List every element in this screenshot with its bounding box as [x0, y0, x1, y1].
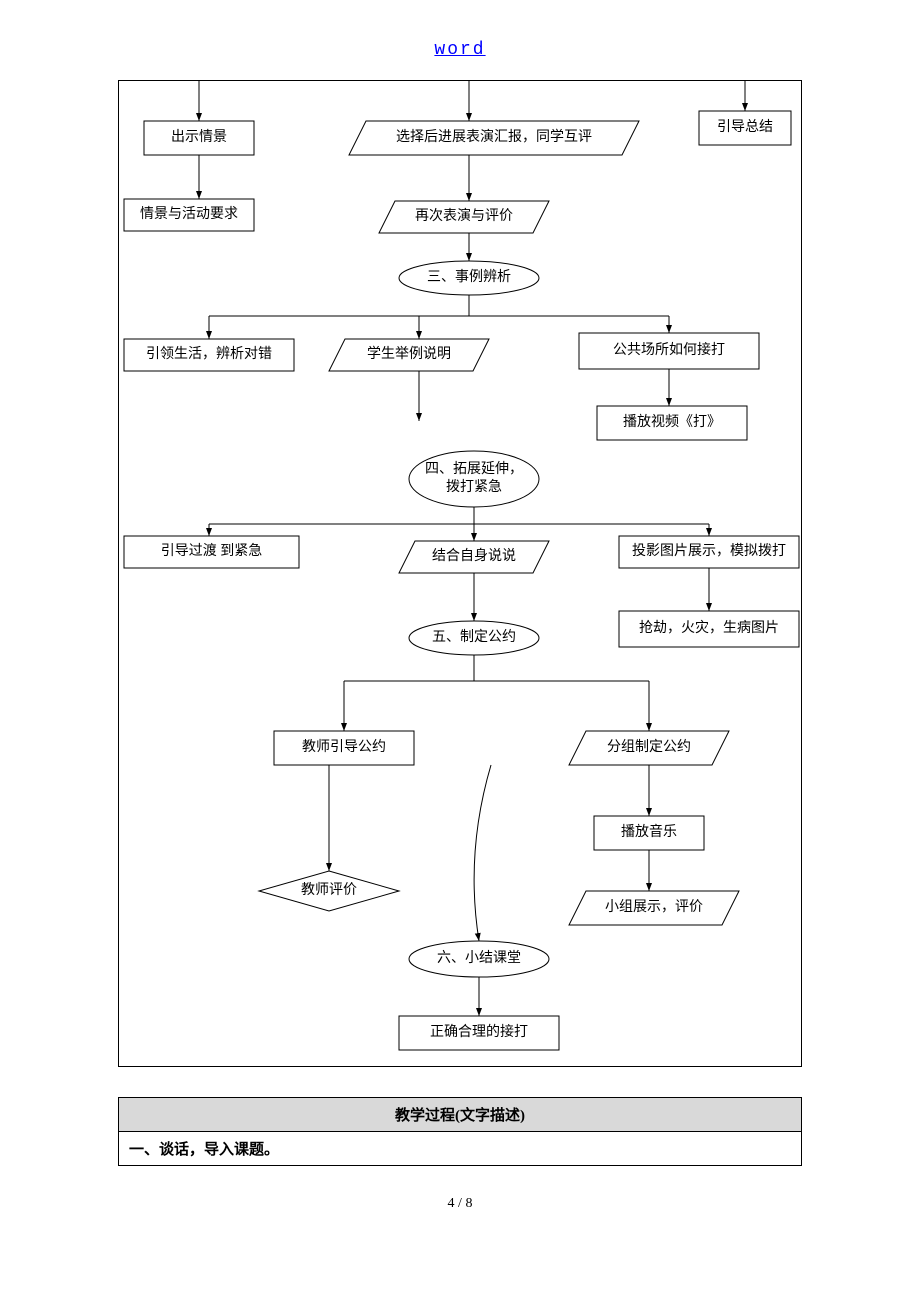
page-number: 4 / 8: [0, 1196, 920, 1212]
node-label: 三、事例辨析: [399, 261, 539, 295]
flowchart-container: 出示情景 选择后进展表演汇报，同学互评 引导总结情景与活动要求 再次表演与评价三、事例…: [118, 80, 802, 1067]
node-label: 正确合理的接打: [399, 1016, 559, 1050]
node-label: 结合自身说说: [399, 541, 549, 573]
node-label: 教师引导公约: [274, 731, 414, 765]
section-table: 教学过程(文字描述) 一、谈话，导入课题。: [118, 1097, 802, 1166]
node-label: 抢劫，火灾，生病图片: [619, 611, 799, 647]
header: word: [0, 0, 920, 70]
node-label: 小组展示，评价: [569, 891, 739, 925]
node-label: 公共场所如何接打: [579, 333, 759, 369]
table-body: 一、谈话，导入课题。: [119, 1132, 802, 1166]
node-label: 再次表演与评价: [379, 201, 549, 233]
node-label: 引导总结: [699, 111, 791, 145]
node-label: 教师评价: [259, 871, 399, 911]
node-label: 播放音乐: [594, 816, 704, 850]
node-label: 出示情景: [144, 121, 254, 155]
node-label: 学生举例说明: [329, 339, 489, 371]
node-label: 播放视频《打》: [597, 406, 747, 440]
node-label: 分组制定公约: [569, 731, 729, 765]
node-label: 选择后进展表演汇报，同学互评: [349, 121, 639, 155]
node-label: 五、制定公约: [409, 621, 539, 655]
node-label: 引导过渡 到紧急: [124, 536, 299, 568]
node-label: 六、小结课堂: [409, 941, 549, 977]
node-label: 引领生活，辨析对错: [124, 339, 294, 371]
word-link[interactable]: word: [434, 40, 485, 60]
node-label: 投影图片展示，模拟拨打: [619, 536, 799, 568]
table-header: 教学过程(文字描述): [119, 1098, 802, 1132]
node-label: 四、拓展延伸，拨打紧急: [409, 451, 539, 507]
node-label: 情景与活动要求: [124, 199, 254, 231]
